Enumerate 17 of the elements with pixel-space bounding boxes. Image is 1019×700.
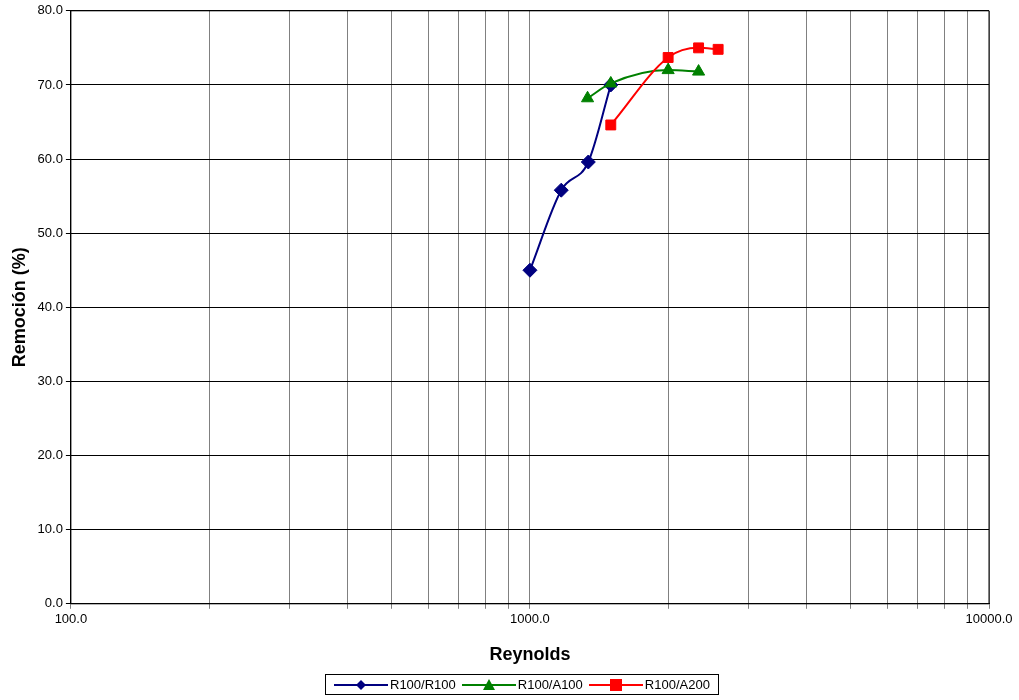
y-tick-label: 70.0 [37,76,63,92]
y-tick-label: 20.0 [37,447,63,463]
y-tick-label: 60.0 [37,150,63,166]
x-axis-title: Reynolds [489,644,571,665]
legend-label: R100/R100 [390,677,456,692]
y-tick-label: 80.0 [37,2,63,18]
x-tick-label: 1000.0 [510,611,550,627]
y-tick-label: 10.0 [37,521,63,537]
y-tick-label: 40.0 [37,298,63,314]
x-tick-label: 10000.0 [965,611,1013,627]
y-tick-label: 50.0 [37,224,63,240]
legend-label: R100/A200 [644,677,710,692]
legend-label: R100/A100 [517,677,583,692]
y-tick-label: 0.0 [44,595,63,611]
y-axis-title: Remoción (%) [8,247,29,368]
x-tick-label: 100.0 [54,611,88,627]
y-tick-label: 30.0 [37,373,63,388]
